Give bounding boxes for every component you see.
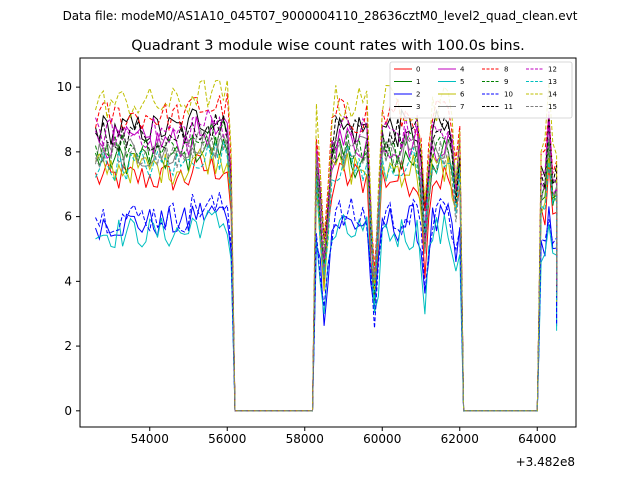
legend-label-5: 5 — [460, 78, 464, 86]
plot-layer — [95, 79, 558, 412]
legend-label-8: 8 — [504, 66, 508, 74]
legend-label-7: 7 — [460, 103, 464, 111]
x-tick-label: 60000 — [363, 432, 401, 446]
legend-label-9: 9 — [504, 78, 508, 86]
y-tick-label: 0 — [64, 404, 72, 418]
y-tick-label: 10 — [57, 80, 72, 94]
plot-frame — [79, 57, 577, 428]
series-line-10 — [95, 192, 558, 412]
legend-label-1: 1 — [416, 78, 420, 86]
series-line-12 — [95, 107, 558, 412]
x-tick-label: 56000 — [208, 432, 246, 446]
legend-label-11: 11 — [504, 103, 513, 111]
legend-label-15: 15 — [548, 103, 557, 111]
series-line-9 — [95, 120, 558, 412]
x-offset-label: +3.482e8 — [516, 455, 575, 469]
legend-label-0: 0 — [416, 66, 420, 74]
legend-box — [389, 61, 573, 119]
series-line-2 — [95, 202, 558, 412]
figure-suptitle: Data file: modeM0/AS1A10_045T07_90000041… — [63, 9, 578, 23]
legend-label-14: 14 — [548, 91, 557, 99]
legend-label-13: 13 — [548, 78, 557, 86]
x-tick-label: 64000 — [518, 432, 556, 446]
legend-label-3: 3 — [416, 103, 420, 111]
y-tick-label: 6 — [64, 210, 72, 224]
x-tick-label: 54000 — [131, 432, 169, 446]
series-line-15 — [95, 126, 558, 412]
chart-title: Quadrant 3 module wise count rates with … — [131, 38, 525, 54]
legend-label-10: 10 — [504, 91, 513, 99]
legend-label-12: 12 — [548, 66, 557, 74]
x-tick-label: 58000 — [286, 432, 324, 446]
x-tick-label: 62000 — [441, 432, 479, 446]
axis-ticks: 54000 56000 58000 60000 62000 64000 0 2 4 6 8 10 — [57, 80, 557, 446]
series-line-13 — [95, 141, 558, 412]
y-tick-label: 2 — [64, 339, 72, 353]
series-line-0 — [95, 153, 558, 412]
legend-label-6: 6 — [460, 91, 465, 99]
series-line-11 — [95, 113, 558, 412]
legend-label-4: 4 — [460, 66, 465, 74]
y-tick-label: 4 — [64, 274, 72, 288]
series-line-5 — [95, 209, 558, 412]
legend-label-2: 2 — [416, 91, 420, 99]
y-tick-label: 8 — [64, 145, 72, 159]
